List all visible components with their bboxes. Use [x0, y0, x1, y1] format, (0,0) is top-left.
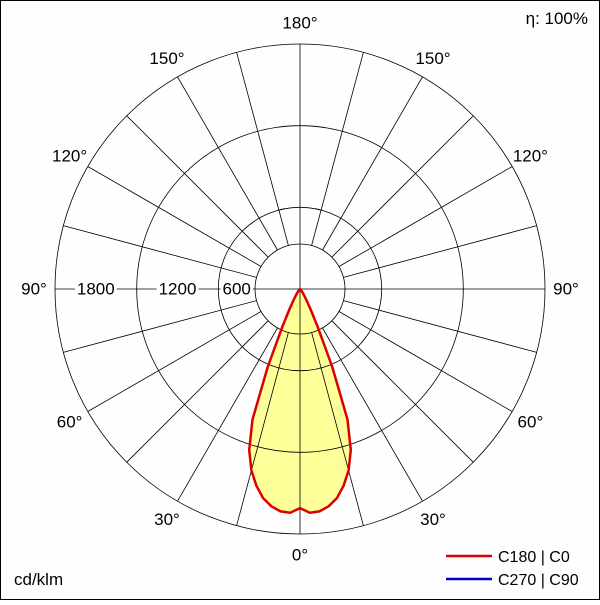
grid-spoke-345: [343, 225, 537, 278]
angle-label-90-right: 90°: [553, 280, 579, 299]
grid-spoke-15: [343, 300, 537, 353]
grid-spoke-195: [63, 225, 257, 278]
angle-label-30-left: 30°: [154, 510, 180, 529]
angle-label-180: 180°: [282, 14, 317, 33]
grid-spoke-285: [311, 52, 364, 246]
unit-label: cd/klm: [14, 570, 63, 589]
grid-spoke-45: [331, 320, 474, 463]
angle-label-30-right: 30°: [420, 510, 446, 529]
grid-spoke-75: [311, 332, 364, 526]
efficiency-label: η: 100%: [526, 9, 588, 28]
grid-spoke-150: [87, 311, 262, 412]
polar-grid: [54, 43, 546, 535]
legend-label-c180-c0: C180 | C0: [498, 549, 570, 566]
radial-label-1200: 1200: [159, 280, 197, 299]
grid-spoke-330: [338, 166, 513, 267]
grid-spoke-255: [236, 52, 289, 246]
angle-label-60-right: 60°: [518, 413, 544, 432]
grid-spoke-315: [331, 115, 474, 258]
grid-spoke-60: [322, 327, 423, 502]
axis-labels: 0° 30° 30° 60° 60° 90° 90° 120° 120° 150° 150° 180°…: [21, 14, 579, 565]
grid-spoke-225: [126, 115, 269, 258]
grid-spoke-300: [322, 76, 423, 251]
radial-label-1800: 1800: [77, 280, 115, 299]
angle-label-60-left: 60°: [57, 413, 83, 432]
grid-spoke-135: [126, 320, 269, 463]
grid-spoke-240: [177, 76, 278, 251]
radial-label-bg-600: [220, 278, 253, 300]
grid-spoke-165: [63, 300, 257, 353]
intensity-curve-c0: [247, 287, 353, 514]
grid-spoke-105: [236, 332, 289, 526]
legend-label-c270-c90: C270 | C90: [498, 572, 579, 589]
angle-label-150-right: 150°: [415, 49, 450, 68]
radial-label-bg-1200: [156, 278, 199, 300]
angle-label-120-left: 120°: [52, 147, 87, 166]
grid-spoke-30: [338, 311, 513, 412]
angle-label-0: 0°: [292, 546, 308, 565]
angle-label-120-right: 120°: [513, 147, 548, 166]
legend: C180 | C0 C270 | C90: [446, 549, 579, 589]
radial-label-600: 600: [223, 280, 251, 299]
grid-spoke-120: [177, 327, 278, 502]
radial-label-bg-1800: [74, 278, 117, 300]
angle-label-90-left: 90°: [21, 280, 47, 299]
angle-label-150-left: 150°: [149, 49, 184, 68]
grid-spoke-210: [87, 166, 262, 267]
